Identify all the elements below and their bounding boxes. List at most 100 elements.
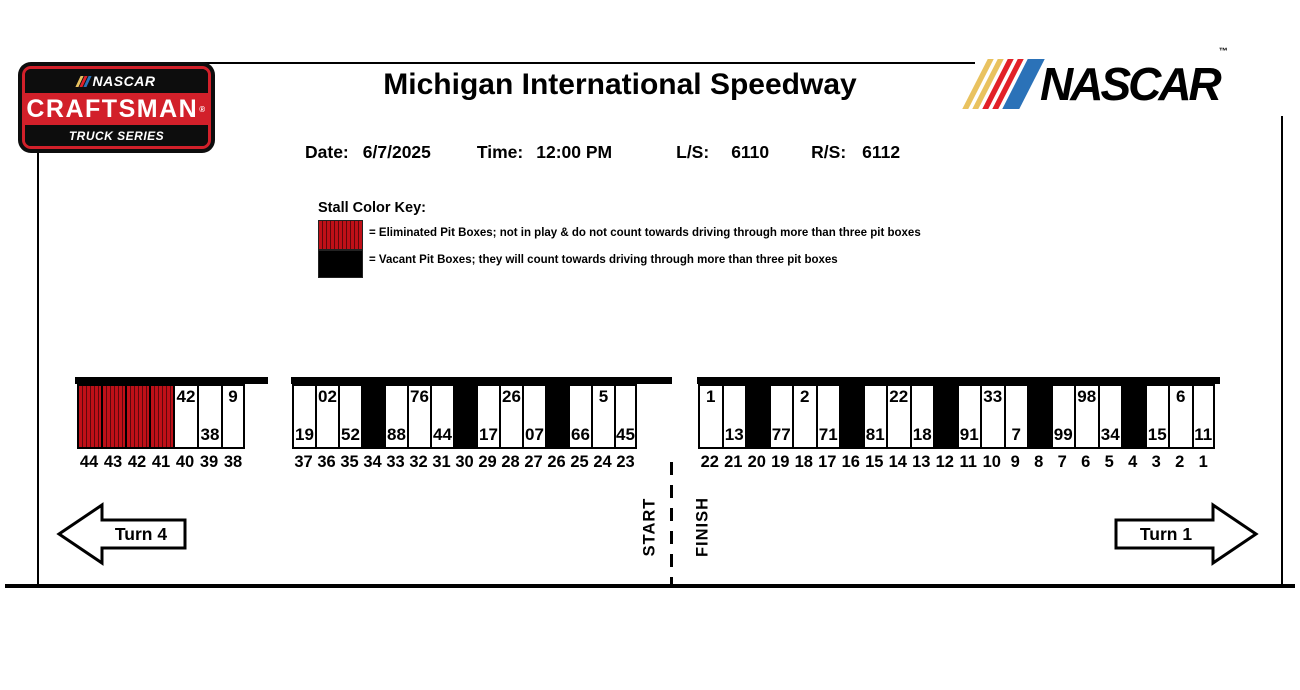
car-number: 38 <box>200 425 220 445</box>
car-number: 6 <box>1176 387 1186 406</box>
car-number: 11 <box>1194 425 1213 445</box>
pit-stall-25: 66 <box>568 384 591 449</box>
pit-stall-10: 33 <box>980 384 1004 449</box>
stall-number: 12 <box>935 453 954 471</box>
pit-stall-23: 45 <box>614 384 637 449</box>
pit-stall-6: 98 <box>1074 384 1098 449</box>
pit-stall-21: 13 <box>721 384 745 449</box>
stall-number: 28 <box>501 453 520 471</box>
stall-number: 39 <box>199 453 219 471</box>
stall-number: 41 <box>151 453 171 471</box>
pit-stall-9: 7 <box>1003 384 1027 449</box>
stall-number: 5 <box>1104 453 1114 471</box>
stall-number: 20 <box>747 453 766 471</box>
stall-number: 3 <box>1151 453 1161 471</box>
car-number: 45 <box>616 425 635 445</box>
car-number: 18 <box>912 425 932 445</box>
pit-road-bottom-line <box>5 584 1295 588</box>
car-number: 22 <box>889 387 909 406</box>
eliminated-swatch <box>318 220 363 250</box>
car-number: 71 <box>818 425 838 445</box>
stall-number: 18 <box>794 453 813 471</box>
stall-number: 6 <box>1081 453 1091 471</box>
pit-stall-28: 26 <box>499 384 522 449</box>
car-number: 76 <box>410 387 429 406</box>
stall-number: 34 <box>363 453 382 471</box>
nascar-stripes-icon <box>962 59 1045 109</box>
stall-number: 14 <box>888 453 907 471</box>
date-label: Date: <box>305 142 349 162</box>
stall-number: 4 <box>1128 453 1138 471</box>
stall-number: 31 <box>432 453 451 471</box>
stall-number: 40 <box>175 453 195 471</box>
craftsman-logo-inner: NASCAR CRAFTSMAN ® TRUCK SERIES <box>22 66 211 149</box>
pit-group: 42 38 9 44 43 42 41 40 39 38 <box>75 377 268 472</box>
page-border-frame <box>37 62 1283 586</box>
stall-number: 24 <box>593 453 612 471</box>
car-number: 5 <box>598 387 609 406</box>
stall-number: 19 <box>771 453 790 471</box>
stall-number: 25 <box>570 453 589 471</box>
finish-label: FINISH <box>693 496 712 558</box>
car-number: 81 <box>865 425 885 445</box>
stall-number: 36 <box>317 453 336 471</box>
stall-number: 21 <box>724 453 743 471</box>
craftsman-truck-series-logo: NASCAR CRAFTSMAN ® TRUCK SERIES <box>18 62 215 153</box>
pit-stall-40: 42 <box>173 384 197 449</box>
start-finish-line <box>670 462 673 586</box>
nascar-logo: NASCAR™ <box>962 46 1283 116</box>
turn-1-label: Turn 1 <box>1139 523 1193 544</box>
stall-number: 16 <box>841 453 860 471</box>
car-number: 98 <box>1077 387 1097 406</box>
stall-number: 23 <box>616 453 635 471</box>
pit-stall-18: 2 <box>792 384 816 449</box>
car-number: 19 <box>295 425 314 445</box>
stall-number: 8 <box>1034 453 1044 471</box>
stall-number: 33 <box>386 453 405 471</box>
car-number: 26 <box>502 387 521 406</box>
car-number: 34 <box>1100 425 1120 445</box>
car-number: 88 <box>387 425 406 445</box>
stall-number: 17 <box>818 453 837 471</box>
right-arrow-icon <box>1114 502 1259 566</box>
car-number: 9 <box>228 387 238 406</box>
car-number: 17 <box>479 425 498 445</box>
pit-stall-14: 22 <box>886 384 910 449</box>
stall-number: 32 <box>409 453 428 471</box>
page-title: Michigan International Speedway <box>383 68 857 101</box>
pit-stall-30 <box>453 384 476 449</box>
car-number: 15 <box>1147 425 1167 445</box>
pit-stall-44 <box>77 384 101 449</box>
stall-number: 11 <box>959 453 977 471</box>
car-number: 42 <box>176 387 196 406</box>
pit-stall-35: 52 <box>338 384 361 449</box>
stall-number: 42 <box>127 453 147 471</box>
car-number: 07 <box>525 425 544 445</box>
car-number: 99 <box>1053 425 1073 445</box>
trademark-mark: ™ <box>1218 46 1228 56</box>
pit-wall-bar <box>697 377 1220 384</box>
pit-stall-15: 81 <box>862 384 886 449</box>
pit-stall-41 <box>149 384 173 449</box>
car-number: 44 <box>433 425 452 445</box>
stall-number: 22 <box>700 453 719 471</box>
craftsman-wordmark: CRAFTSMAN <box>26 94 199 123</box>
pit-stall-37: 19 <box>292 384 315 449</box>
stall-number: 44 <box>79 453 99 471</box>
left-side-value: 6110 <box>731 142 770 162</box>
car-number: 13 <box>724 425 744 445</box>
car-number: 2 <box>800 387 810 406</box>
pit-stall-20 <box>745 384 769 449</box>
nascar-wordmark: NASCAR™ <box>1040 46 1228 110</box>
car-number: 77 <box>771 425 791 445</box>
stall-number: 43 <box>103 453 123 471</box>
pit-stall-32: 76 <box>407 384 430 449</box>
stall-number: 7 <box>1057 453 1067 471</box>
pit-stall-13: 18 <box>909 384 933 449</box>
vacant-legend-text: = Vacant Pit Boxes; they will count towa… <box>369 254 838 266</box>
pit-stall-29: 17 <box>476 384 499 449</box>
pit-stall-24: 5 <box>591 384 614 449</box>
pit-group: 19 02 52 88 76 44 17 26 07 66 5 45 37 36 35 34 33 32 31 30 2… <box>291 377 672 472</box>
car-number: 02 <box>318 387 337 406</box>
